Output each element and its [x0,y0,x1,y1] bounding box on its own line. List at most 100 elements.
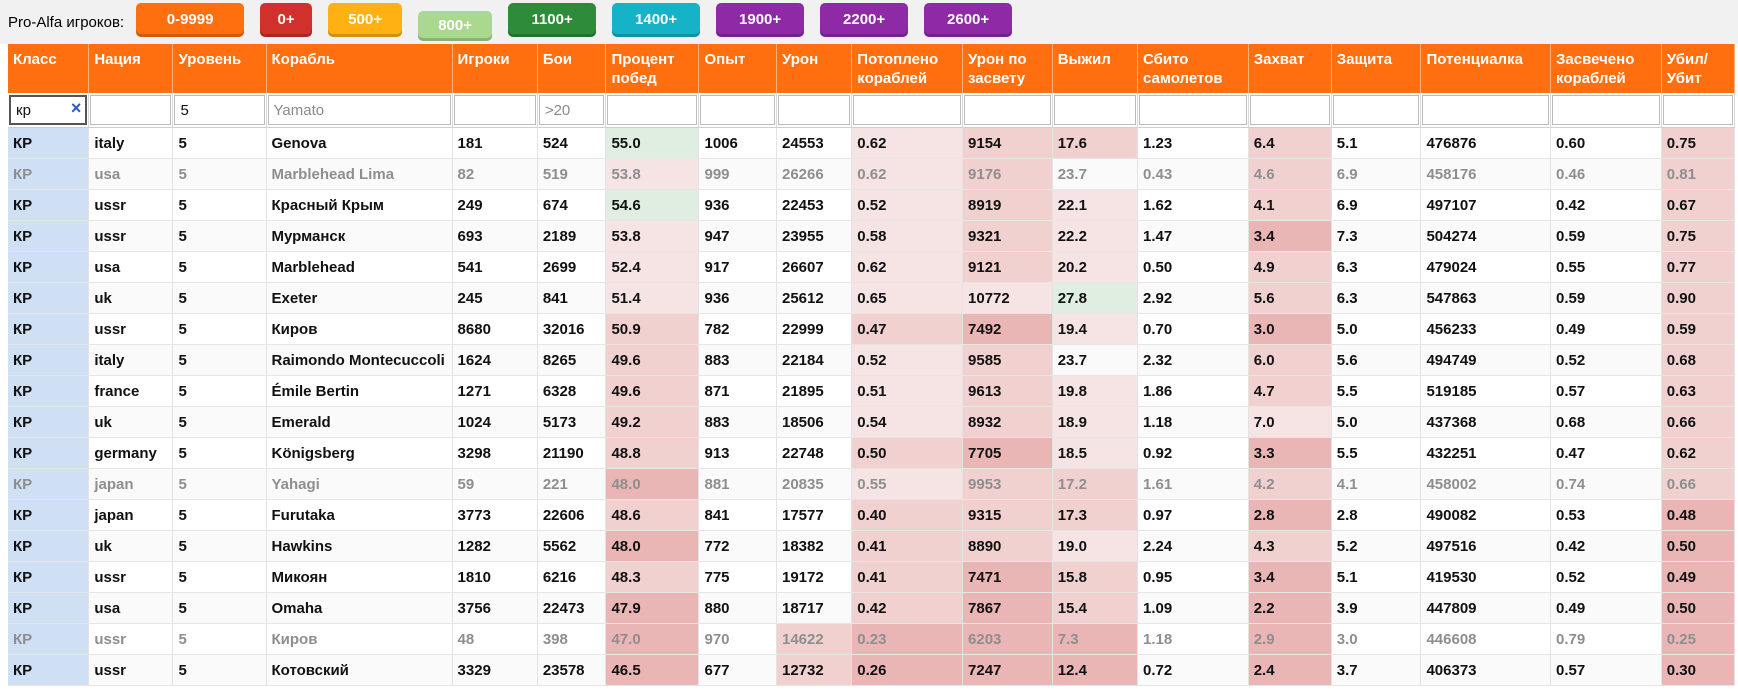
column-header-tier[interactable]: Уровень [172,44,267,93]
cell-potential: 456233 [1420,313,1552,345]
column-header-spot-damage[interactable]: Урон по засвету [962,44,1053,93]
cell-spotted: 0.47 [1550,437,1662,469]
filter-input-class[interactable] [9,95,88,125]
player-filter-button-0[interactable]: 0+ [260,3,313,37]
filter-input-nation[interactable] [90,95,172,125]
column-header-players[interactable]: Игроки [452,44,538,93]
table-row[interactable]: КР japan 5 Yahagi 59 221 48.0 881 20835 0.55 9953 1… [8,468,1736,500]
table-row[interactable]: КР ussr 5 Киров 8680 32016 50.9 782 22999 0.47 749… [8,313,1736,345]
table-row[interactable]: КР uk 5 Exeter 245 841 51.4 936 25612 0.65 10772 27… [8,282,1736,314]
cell-planes: 0.43 [1137,158,1249,190]
table-row[interactable]: КР japan 5 Furutaka 3773 22606 48.6 841 17577 0.4… [8,499,1736,531]
cell-potential: 406373 [1420,654,1552,686]
table-row[interactable]: КР ussr 5 Микоян 1810 6216 48.3 775 19172 0.41 747… [8,561,1736,593]
filter-input-spotted[interactable] [1552,95,1660,125]
clear-filter-icon[interactable]: × [70,98,82,118]
table-row[interactable]: КР italy 5 Genova 181 524 55.0 1006 24553 0.62 915… [8,127,1736,159]
filter-wrap-survived [1053,95,1136,125]
cell-potential: 490082 [1420,499,1552,531]
cell-winrate: 52.4 [605,251,700,283]
cell-planes: 1.61 [1137,468,1249,500]
filter-input-kills[interactable] [853,95,962,125]
table-row[interactable]: КР italy 5 Raimondo Montecuccoli 1624 8265 49.… [8,344,1736,376]
cell-nation: ussr [88,220,174,252]
column-header-class[interactable]: Класс [8,44,90,93]
column-header-potential[interactable]: Потенциалка [1420,44,1552,93]
cell-tier: 5 [172,251,267,283]
cell-planes: 2.92 [1137,282,1249,314]
filter-input-defense[interactable] [1332,95,1420,125]
column-header-kills[interactable]: Потоплено кораблей [851,44,964,93]
table-row[interactable]: КР usa 5 Marblehead 541 2699 52.4 917 26607 0.62 9… [8,251,1736,283]
player-filter-button-1400[interactable]: 1400+ [612,3,701,37]
filter-input-tier[interactable] [174,95,265,125]
cell-players: 3329 [452,654,538,686]
table-row[interactable]: КР france 5 Émile Bertin 1271 6328 49.6 871 2189… [8,375,1736,407]
cell-players: 541 [452,251,538,283]
table-row[interactable]: КР usa 5 Omaha 3756 22473 47.9 880 18717 0.42 7867… [8,592,1736,624]
filter-input-survived[interactable] [1053,95,1136,125]
table-row[interactable]: КР germany 5 Königsberg 3298 21190 48.8 913 2274… [8,437,1736,469]
column-header-planes[interactable]: Сбито самолетов [1137,44,1249,93]
column-header-winrate[interactable]: Процент побед [605,44,700,93]
cell-spot-damage: 8890 [962,530,1053,562]
table-row[interactable]: КР ussr 5 Красный Крым 249 674 54.6 936 22453 0.5… [8,189,1736,221]
cell-xp: 917 [698,251,777,283]
cell-potential: 547863 [1420,282,1552,314]
cell-players: 48 [452,623,538,655]
cell-spotted: 0.52 [1550,561,1662,593]
table-row[interactable]: КР uk 5 Hawkins 1282 5562 48.0 772 18382 0.41 8890… [8,530,1736,562]
column-header-spotted[interactable]: Засвечено кораблей [1550,44,1662,93]
cell-tier: 5 [172,468,267,500]
column-header-battles[interactable]: Бои [537,44,607,93]
player-filter-button-1900[interactable]: 1900+ [716,3,805,37]
column-header-damage[interactable]: Урон [776,44,853,93]
filter-input-battles[interactable] [538,95,605,125]
column-header-kd[interactable]: Убил/ Убит [1661,44,1736,93]
filter-input-capture[interactable] [1249,95,1330,125]
filter-input-ship[interactable] [267,95,451,125]
cell-tier: 5 [172,530,267,562]
filter-input-players[interactable] [453,95,536,125]
player-filter-button-0-9999[interactable]: 0-9999 [136,3,245,37]
cell-kills: 0.23 [851,623,964,655]
column-header-survived[interactable]: Выжил [1052,44,1138,93]
table-row[interactable]: КР ussr 5 Мурманск 693 2189 53.8 947 23955 0.58 93… [8,220,1736,252]
cell-defense: 5.0 [1331,406,1422,438]
cell-winrate: 48.0 [605,468,700,500]
filter-input-potential[interactable] [1422,95,1550,125]
cell-kills: 0.41 [851,561,964,593]
column-header-defense[interactable]: Защита [1331,44,1422,93]
filter-cell-battles [537,93,607,128]
player-filter-button-1100[interactable]: 1100+ [508,3,597,37]
cell-survived: 15.8 [1052,561,1138,593]
table-row[interactable]: КР usa 5 Marblehead Lima 82 519 53.8 999 26266 0.… [8,158,1736,190]
table-row[interactable]: КР ussr 5 Киров 48 398 47.0 970 14622 0.23 6203 7.3… [8,623,1736,655]
filter-input-planes[interactable] [1138,95,1247,125]
player-filter-button-500[interactable]: 500+ [328,3,403,37]
filter-input-kd[interactable] [1662,95,1733,125]
table-row[interactable]: КР ussr 5 Котовский 3329 23578 46.5 677 12732 0.2… [8,654,1736,686]
cell-potential: 479024 [1420,251,1552,283]
cell-survived: 22.1 [1052,189,1138,221]
column-header-xp[interactable]: Опыт [698,44,777,93]
cell-nation: france [88,375,174,407]
cell-kd: 0.50 [1661,592,1736,624]
player-filter-button-2600[interactable]: 2600+ [924,3,1013,37]
player-filter-button-2200[interactable]: 2200+ [820,3,909,37]
table-row[interactable]: КР uk 5 Emerald 1024 5173 49.2 883 18506 0.54 8932… [8,406,1736,438]
cell-battles: 5562 [537,530,607,562]
column-header-ship[interactable]: Корабль [266,44,453,93]
filter-input-winrate[interactable] [607,95,698,125]
filter-input-xp[interactable] [700,95,775,125]
filter-input-spot-damage[interactable] [964,95,1051,125]
filter-input-damage[interactable] [778,95,851,125]
column-header-capture[interactable]: Захват [1248,44,1332,93]
cell-spotted: 0.59 [1550,282,1662,314]
filter-wrap-players [453,95,536,125]
cell-kills: 0.51 [851,375,964,407]
player-filter-button-800[interactable]: 800+ [418,11,493,41]
column-header-nation[interactable]: Нация [88,44,174,93]
cell-survived: 17.6 [1052,127,1138,159]
cell-kd: 0.90 [1661,282,1736,314]
